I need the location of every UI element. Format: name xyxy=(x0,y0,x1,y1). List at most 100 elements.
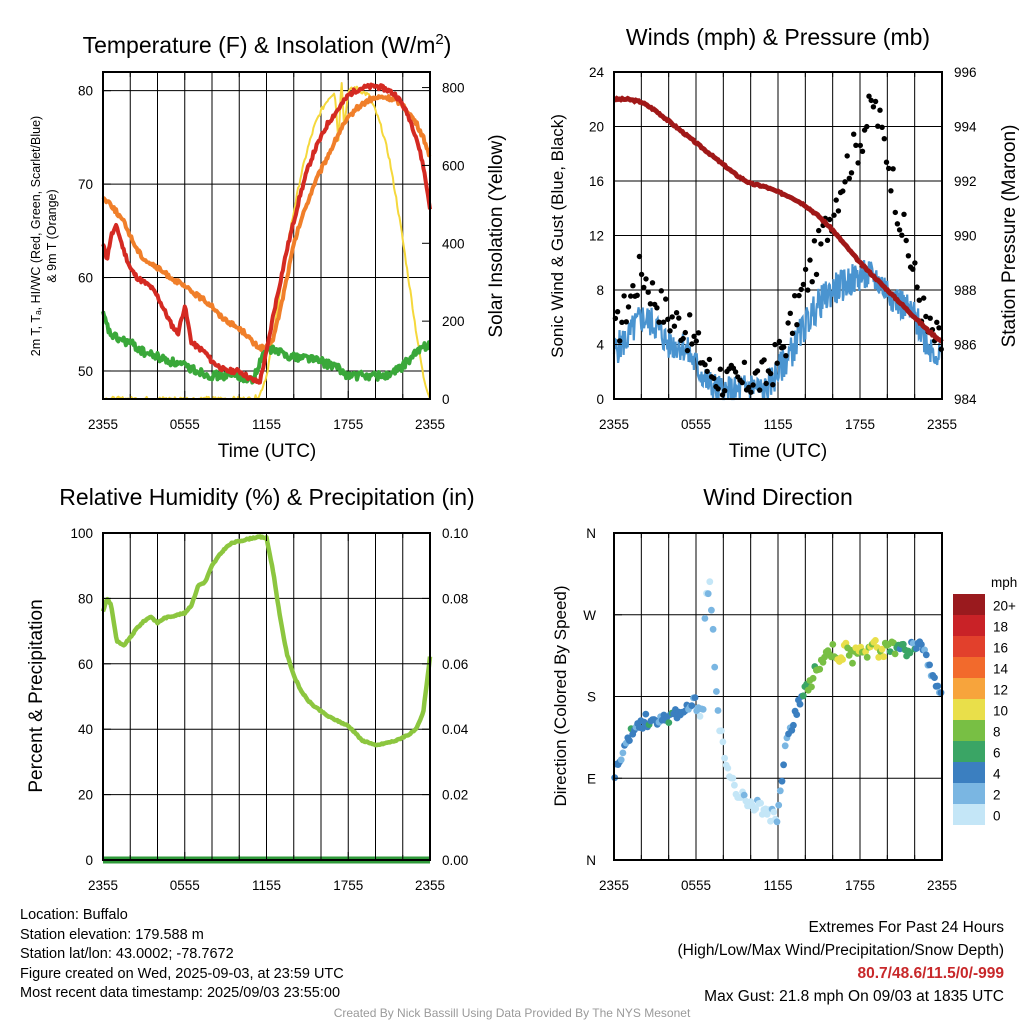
y-tick-label-left: 100 xyxy=(70,526,93,541)
gust-point xyxy=(623,319,629,325)
direction-point xyxy=(711,663,719,671)
gust-point xyxy=(792,293,798,299)
direction-point xyxy=(829,641,837,648)
winds-ticks: 2355 0555 1155 1755 2355 0 4 8 12 16 20 24 984 986 988… xyxy=(589,65,977,432)
gust-point xyxy=(844,153,850,159)
y-tick-label-left: E xyxy=(587,771,596,786)
gust-point xyxy=(717,366,723,372)
y-tick-label-left: 80 xyxy=(78,591,93,606)
gust-point xyxy=(746,384,752,391)
temperature-ylabel-line2: & 9m T (Orange) xyxy=(45,189,59,282)
direction-point xyxy=(691,694,699,701)
gust-point xyxy=(809,279,815,285)
series-red-line xyxy=(101,82,432,385)
gust-point xyxy=(787,310,793,316)
created-text: Figure created on Wed, 2025-09-03, at 23… xyxy=(20,965,344,982)
winds-xlabel: Time (UTC) xyxy=(729,441,828,462)
y-tick-label-left: 4 xyxy=(596,338,604,353)
gust-point xyxy=(636,253,643,260)
gust-point xyxy=(643,276,649,282)
legend-label: 16 xyxy=(993,641,1008,656)
location-text: Location: Buffalo xyxy=(20,907,128,923)
legend-title: mph xyxy=(991,575,1017,590)
direction-point xyxy=(913,645,920,652)
credit-text: Created By Nick Bassill Using Data Provi… xyxy=(333,1006,691,1020)
direction-point xyxy=(665,719,673,726)
direction-point xyxy=(706,578,714,586)
gust-point xyxy=(754,368,761,374)
legend-swatch xyxy=(953,678,985,699)
gust-point xyxy=(757,387,763,393)
direction-grid xyxy=(614,533,942,860)
gust-point xyxy=(673,310,680,316)
humidity-ylabel: Percent & Precipitation xyxy=(26,599,47,792)
y-tick-label-left: 0 xyxy=(85,853,93,868)
gust-point xyxy=(872,98,879,105)
direction-point xyxy=(729,774,737,782)
x-tick-label: 0555 xyxy=(170,878,200,893)
gust-point xyxy=(866,93,872,99)
x-tick-label: 1755 xyxy=(845,417,875,432)
direction-point xyxy=(799,692,807,700)
max-gust-text: Max Gust: 21.8 mph On 09/03 at 1835 UTC xyxy=(704,988,1004,1005)
gust-point xyxy=(774,360,780,366)
gust-point xyxy=(693,338,699,344)
legend-swatch xyxy=(953,741,985,762)
direction-title: Wind Direction xyxy=(703,484,853,510)
extremes-values: 80.7/48.6/11.5/0/-999 xyxy=(857,965,1004,982)
x-tick-label: 1155 xyxy=(252,417,281,432)
gust-point xyxy=(680,335,686,342)
gust-point xyxy=(630,283,636,289)
gust-point xyxy=(767,370,774,377)
direction-point xyxy=(704,590,712,598)
gust-point xyxy=(916,297,922,303)
y-tick-label-left: 80 xyxy=(78,84,93,99)
gust-point xyxy=(934,319,940,325)
gust-point xyxy=(827,216,833,223)
gust-point xyxy=(879,124,885,130)
direction-point xyxy=(821,653,828,661)
winds-ylabel-left: Sonic Wind & Gust (Blue, Black) xyxy=(548,114,567,358)
gust-point xyxy=(687,312,693,318)
legend-swatch xyxy=(953,615,985,636)
direction-point xyxy=(778,777,786,785)
gust-point xyxy=(682,329,688,336)
gust-point xyxy=(800,281,807,288)
legend-swatch xyxy=(953,657,985,678)
y-tick-label-right: 994 xyxy=(954,120,977,135)
y-tick-label-right: 0.00 xyxy=(442,853,468,868)
gust-point xyxy=(741,359,748,365)
y-tick-label-right: 0 xyxy=(442,392,450,407)
gust-point xyxy=(671,323,678,329)
legend-label: 2 xyxy=(993,788,1001,803)
x-tick-label: 2355 xyxy=(415,878,445,893)
x-tick-label: 2355 xyxy=(599,878,629,893)
direction-point xyxy=(839,656,846,663)
temperature-grid xyxy=(103,72,430,399)
winds-title: Winds (mph) & Pressure (mb) xyxy=(626,24,930,50)
gust-point xyxy=(833,197,839,203)
direction-point xyxy=(909,639,917,647)
gust-point xyxy=(665,316,671,322)
gust-point xyxy=(818,241,824,247)
direction-point xyxy=(934,682,942,690)
gust-point xyxy=(641,284,647,291)
gust-point xyxy=(798,286,804,293)
gust-point xyxy=(676,315,682,321)
direction-point xyxy=(688,702,696,709)
direction-point xyxy=(773,818,781,826)
gust-point xyxy=(936,325,942,331)
gust-point xyxy=(859,148,866,154)
gust-point xyxy=(816,227,822,234)
direction-point xyxy=(863,653,871,661)
gust-point xyxy=(851,131,857,137)
gust-point xyxy=(656,319,662,325)
gust-point xyxy=(647,301,654,307)
gust-point xyxy=(748,389,754,395)
legend-label: 0 xyxy=(993,809,1001,824)
gust-point xyxy=(811,238,818,244)
direction-point xyxy=(626,737,633,744)
station-info: Location: Buffalo Station elevation: 179… xyxy=(20,906,344,1004)
y-tick-label-left: 40 xyxy=(78,722,93,737)
y-tick-label-right: 200 xyxy=(442,314,465,329)
